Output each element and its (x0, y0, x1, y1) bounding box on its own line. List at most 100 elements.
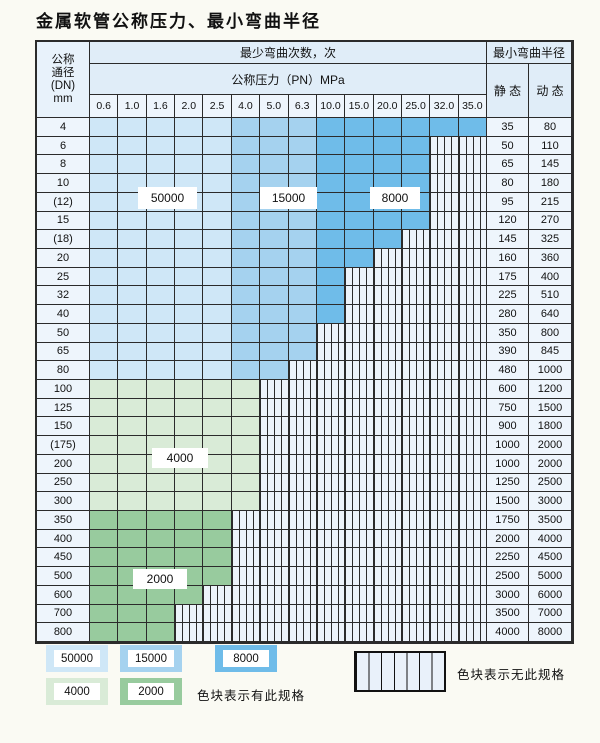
spec-cell-50000 (146, 361, 176, 380)
no-spec-cell (458, 379, 487, 399)
no-spec-cell (458, 342, 487, 362)
cycle-zone-label-50000: 50000 (138, 187, 197, 209)
spec-cell-2000 (90, 510, 119, 530)
no-spec-cell (260, 529, 289, 549)
no-spec-cell (430, 136, 459, 156)
dynamic-cell: 2500 (529, 473, 572, 493)
no-spec-cell (458, 192, 487, 212)
no-spec-cell (373, 548, 402, 568)
static-cell: 2500 (487, 567, 529, 586)
no-spec-cell (288, 529, 317, 549)
no-spec-cell (373, 267, 402, 287)
dn-cell: 40 (37, 305, 90, 324)
spec-cell-15000 (288, 155, 317, 175)
spec-cell-15000 (231, 267, 261, 287)
legend-swatch-label: 2000 (128, 683, 174, 700)
spec-cell-50000 (146, 136, 176, 156)
no-spec-cell (260, 567, 289, 586)
no-spec-cell (373, 361, 402, 380)
spec-cell-50000 (203, 174, 232, 193)
no-spec-cell (458, 417, 487, 437)
spec-cell-50000 (203, 230, 232, 249)
no-spec-cell (345, 267, 374, 287)
dn-header-line: (DN) (50, 79, 76, 92)
spec-cell-4000 (203, 398, 232, 418)
dn-header-line: mm (53, 92, 73, 105)
spec-cell-4000 (90, 379, 119, 399)
spec-cell-50000 (175, 248, 204, 268)
spec-cell-4000 (175, 473, 204, 493)
spec-cell-50000 (118, 155, 147, 175)
no-spec-cell (316, 548, 346, 568)
spec-cell-8000 (345, 174, 374, 193)
no-spec-cell (401, 529, 431, 549)
spec-cell-2000 (90, 529, 119, 549)
no-spec-cell (430, 192, 459, 212)
spec-cell-50000 (203, 192, 232, 212)
no-spec-cell (373, 492, 402, 511)
no-spec-cell (458, 585, 487, 605)
spec-cell-4000 (203, 436, 232, 455)
static-cell: 1250 (487, 473, 529, 493)
static-cell: 120 (487, 211, 529, 231)
no-spec-cell (373, 286, 402, 306)
cycle-zone-label-4000: 4000 (152, 448, 208, 468)
spec-cell-15000 (231, 323, 261, 343)
no-spec-cell (430, 323, 459, 343)
spec-cell-50000 (203, 267, 232, 287)
legend-swatch-50000: 50000 (46, 645, 108, 672)
no-spec-cell (373, 379, 402, 399)
no-spec-cell (288, 510, 317, 530)
static-cell: 4000 (487, 623, 529, 642)
spec-cell-15000 (288, 118, 317, 137)
spec-cell-50000 (118, 323, 147, 343)
no-spec-cell (316, 342, 346, 362)
static-cell: 35 (487, 118, 529, 137)
static-cell: 225 (487, 286, 529, 306)
spec-cell-50000 (175, 267, 204, 287)
dn-cell: 100 (37, 379, 90, 399)
spec-cell-2000 (146, 604, 176, 624)
spec-cell-8000 (373, 211, 402, 231)
no-spec-cell (260, 436, 289, 455)
spec-cell-15000 (231, 286, 261, 306)
spec-cell-4000 (146, 417, 176, 437)
spec-cell-50000 (118, 361, 147, 380)
no-spec-cell (288, 361, 317, 380)
no-spec-cell (345, 454, 374, 474)
dn-cell: 125 (37, 398, 90, 418)
spec-cell-8000 (345, 248, 374, 268)
spec-cell-2000 (175, 510, 204, 530)
dn-header-line: 公称 (51, 53, 75, 66)
spec-cell-4000 (231, 379, 261, 399)
no-spec-cell (458, 548, 487, 568)
spec-cell-50000 (146, 286, 176, 306)
spec-cell-50000 (203, 305, 232, 324)
spec-cell-50000 (175, 342, 204, 362)
spec-cell-8000 (316, 211, 346, 231)
static-cell: 600 (487, 379, 529, 399)
spec-cell-15000 (288, 267, 317, 287)
spec-cell-50000 (203, 286, 232, 306)
dynamic-cell: 510 (529, 286, 572, 306)
no-spec-cell (288, 473, 317, 493)
legend-no-spec-hatch-box (354, 651, 446, 692)
spec-cell-50000 (90, 361, 119, 380)
spec-cell-15000 (288, 286, 317, 306)
spec-cell-50000 (175, 136, 204, 156)
dn-cell: 450 (37, 548, 90, 568)
no-spec-cell (288, 454, 317, 474)
static-cell: 160 (487, 248, 529, 268)
no-spec-cell (458, 473, 487, 493)
spec-cell-8000 (458, 118, 487, 137)
no-spec-cell (316, 361, 346, 380)
spec-cell-4000 (231, 492, 261, 511)
no-spec-cell (458, 492, 487, 511)
no-spec-cell (345, 361, 374, 380)
no-spec-cell (316, 323, 346, 343)
no-spec-cell (430, 305, 459, 324)
spec-cell-15000 (288, 305, 317, 324)
spec-cell-4000 (175, 492, 204, 511)
no-spec-cell (401, 305, 431, 324)
no-spec-cell (458, 155, 487, 175)
